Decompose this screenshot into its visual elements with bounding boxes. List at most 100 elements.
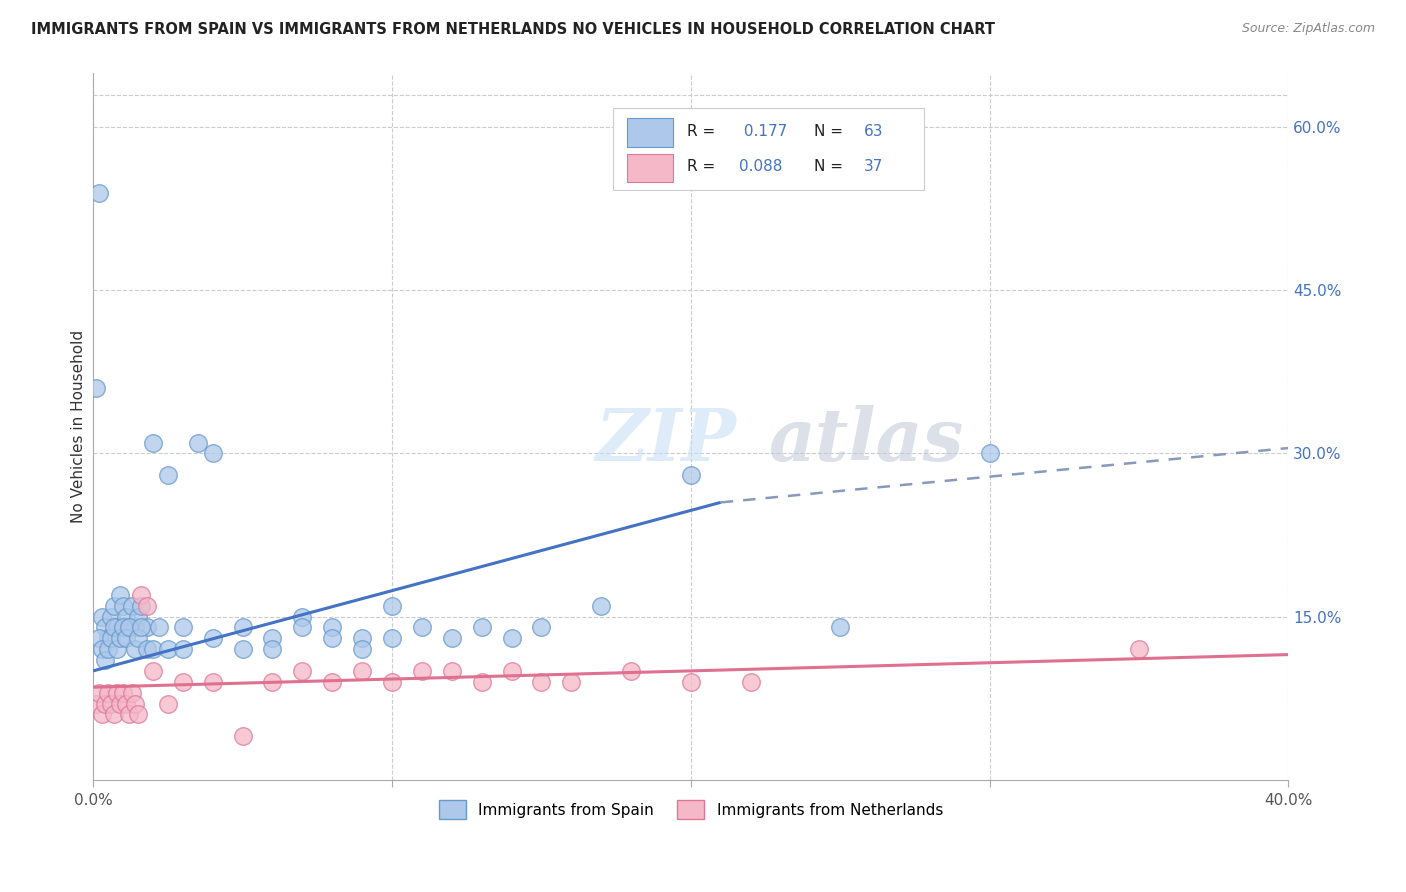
- Point: [381, 599, 404, 613]
- Point: [501, 632, 523, 646]
- Text: R =: R =: [688, 160, 720, 174]
- Point: [679, 468, 702, 483]
- Text: N =: N =: [814, 160, 848, 174]
- Point: [172, 620, 194, 634]
- Point: [232, 729, 254, 743]
- Point: [108, 588, 131, 602]
- Point: [89, 632, 111, 646]
- Point: [262, 642, 284, 657]
- Point: [156, 468, 179, 483]
- Point: [91, 707, 114, 722]
- Point: [471, 620, 494, 634]
- Point: [100, 609, 122, 624]
- Point: [530, 620, 553, 634]
- Text: Source: ZipAtlas.com: Source: ZipAtlas.com: [1241, 22, 1375, 36]
- Point: [352, 642, 374, 657]
- Point: [262, 674, 284, 689]
- Point: [124, 642, 146, 657]
- Text: IMMIGRANTS FROM SPAIN VS IMMIGRANTS FROM NETHERLANDS NO VEHICLES IN HOUSEHOLD CO: IMMIGRANTS FROM SPAIN VS IMMIGRANTS FROM…: [31, 22, 995, 37]
- Point: [142, 664, 165, 678]
- Bar: [627, 119, 673, 146]
- Point: [118, 707, 141, 722]
- Point: [411, 620, 433, 634]
- Point: [136, 642, 159, 657]
- Point: [115, 697, 138, 711]
- Point: [108, 697, 131, 711]
- Point: [112, 685, 135, 699]
- Point: [740, 674, 762, 689]
- Point: [105, 642, 128, 657]
- Point: [501, 664, 523, 678]
- Point: [291, 664, 314, 678]
- Legend: Immigrants from Spain, Immigrants from Netherlands: Immigrants from Spain, Immigrants from N…: [433, 794, 949, 825]
- Point: [291, 609, 314, 624]
- Point: [232, 620, 254, 634]
- Text: 37: 37: [865, 160, 883, 174]
- Point: [262, 632, 284, 646]
- Point: [381, 674, 404, 689]
- Point: [91, 609, 114, 624]
- Bar: [627, 154, 673, 182]
- Point: [187, 435, 209, 450]
- Point: [127, 632, 149, 646]
- Point: [129, 588, 152, 602]
- Y-axis label: No Vehicles in Household: No Vehicles in Household: [72, 330, 86, 523]
- Point: [979, 446, 1001, 460]
- Text: N =: N =: [814, 124, 848, 138]
- Point: [291, 620, 314, 634]
- Point: [440, 664, 463, 678]
- Point: [124, 620, 146, 634]
- Point: [201, 446, 224, 460]
- Point: [321, 620, 343, 634]
- Point: [97, 632, 120, 646]
- Point: [97, 685, 120, 699]
- Point: [530, 674, 553, 689]
- Point: [127, 707, 149, 722]
- Point: [84, 697, 107, 711]
- Point: [115, 632, 138, 646]
- Point: [172, 642, 194, 657]
- Point: [100, 632, 122, 646]
- Point: [591, 599, 613, 613]
- Point: [103, 599, 125, 613]
- Point: [103, 707, 125, 722]
- Point: [156, 642, 179, 657]
- Point: [679, 674, 702, 689]
- Point: [440, 632, 463, 646]
- Point: [142, 435, 165, 450]
- Point: [124, 697, 146, 711]
- Point: [115, 609, 138, 624]
- Point: [97, 642, 120, 657]
- Point: [118, 620, 141, 634]
- Point: [1128, 642, 1150, 657]
- Point: [94, 697, 117, 711]
- Point: [156, 697, 179, 711]
- Point: [118, 620, 141, 634]
- Point: [830, 620, 852, 634]
- Point: [112, 599, 135, 613]
- Point: [127, 609, 149, 624]
- Point: [108, 632, 131, 646]
- Point: [232, 642, 254, 657]
- Text: 0.177: 0.177: [738, 124, 787, 138]
- Point: [172, 674, 194, 689]
- Point: [105, 685, 128, 699]
- Point: [201, 632, 224, 646]
- Point: [121, 685, 143, 699]
- Text: atlas: atlas: [769, 405, 963, 476]
- Point: [321, 632, 343, 646]
- Text: R =: R =: [688, 124, 720, 138]
- Point: [352, 632, 374, 646]
- Point: [103, 620, 125, 634]
- Point: [121, 599, 143, 613]
- Point: [471, 674, 494, 689]
- Point: [411, 664, 433, 678]
- Point: [89, 685, 111, 699]
- FancyBboxPatch shape: [613, 108, 924, 190]
- Point: [201, 674, 224, 689]
- Point: [620, 664, 643, 678]
- Point: [129, 620, 152, 634]
- Point: [89, 186, 111, 200]
- Point: [112, 620, 135, 634]
- Text: ZIP: ZIP: [595, 405, 737, 476]
